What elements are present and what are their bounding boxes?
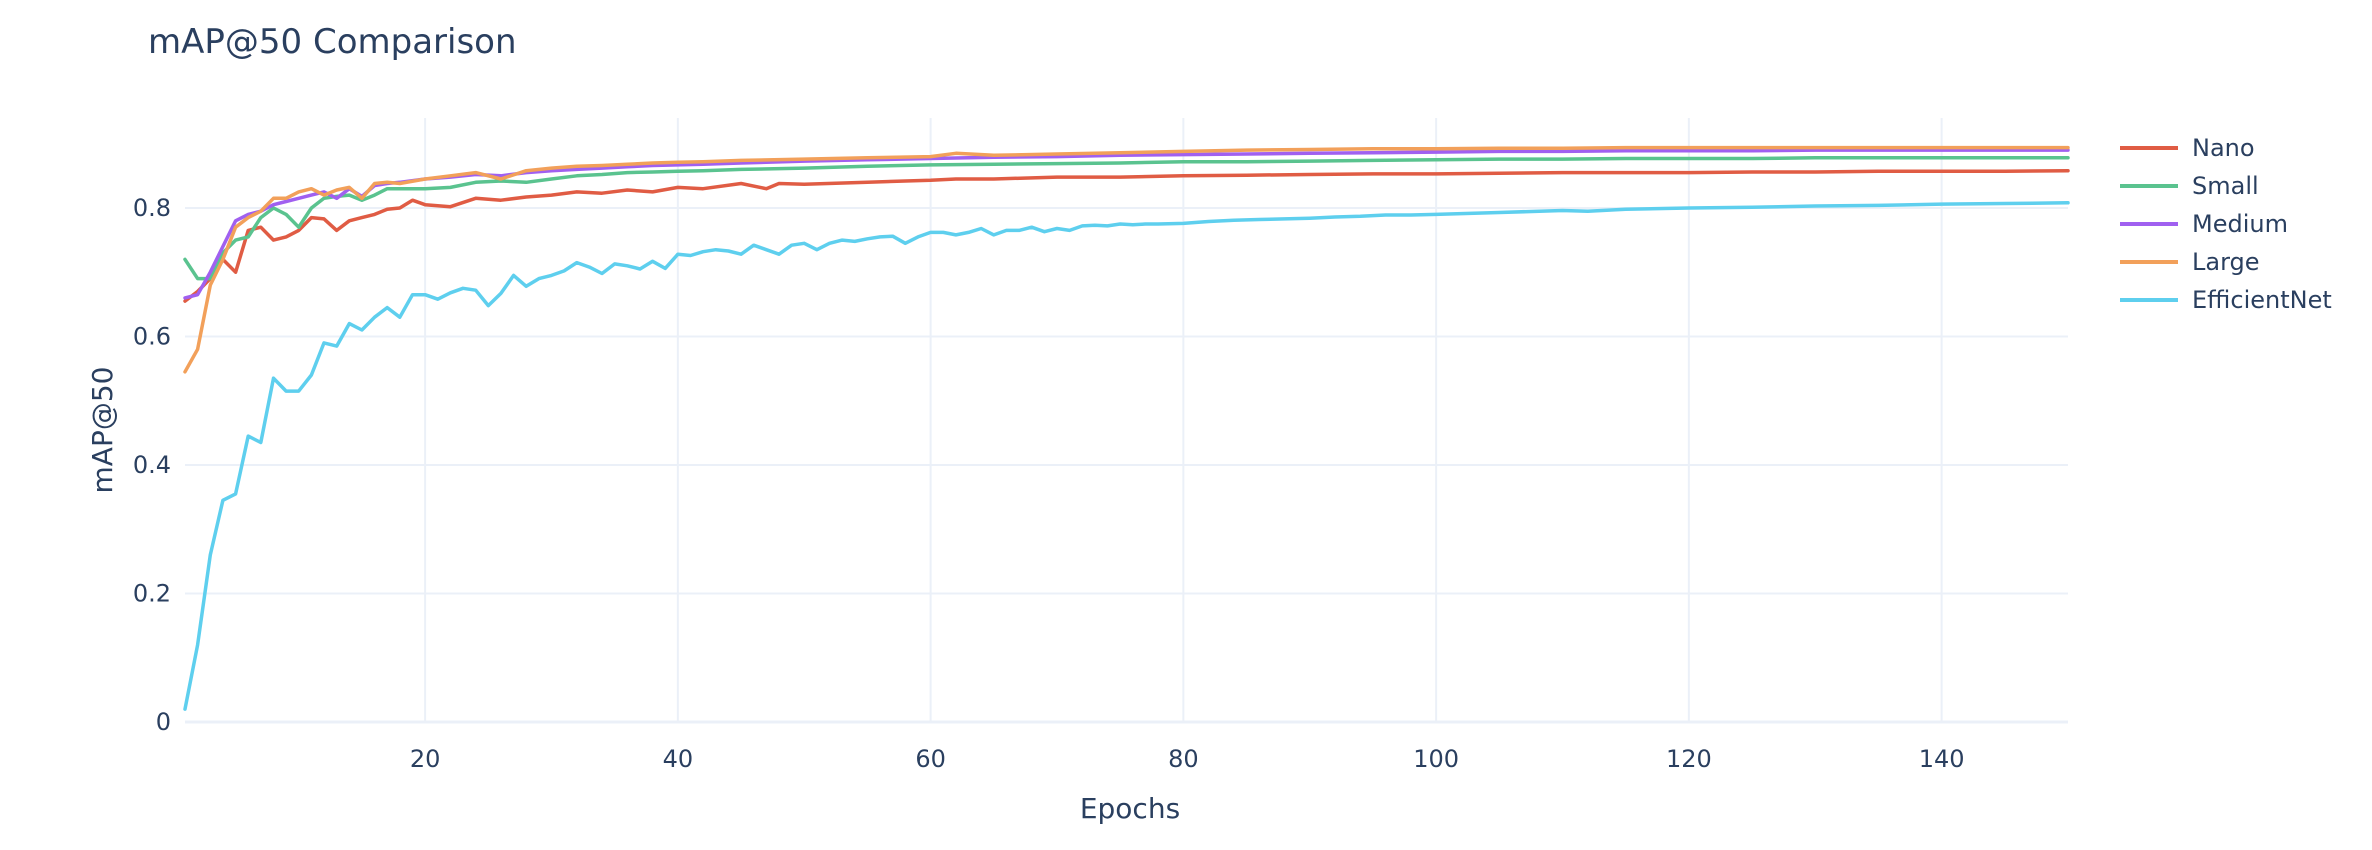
legend-label: EfficientNet [2192, 286, 2332, 314]
legend[interactable]: Nano Small Medium Large EfficientNet [2120, 134, 2332, 314]
series-line-nano [183, 168, 2070, 303]
legend-item-nano[interactable]: Nano [2120, 134, 2255, 162]
y-tick-label: 0.4 [133, 451, 171, 479]
series-line-efficientnet [183, 201, 2070, 711]
legend-item-medium[interactable]: Medium [2120, 210, 2288, 238]
series-line-medium [183, 148, 2070, 300]
y-tick-label: 0.6 [133, 322, 171, 350]
x-tick-label: 80 [1168, 745, 1199, 773]
x-tick-label: 100 [1413, 745, 1459, 773]
plot-area [183, 145, 2070, 711]
series-line-small [183, 156, 2070, 281]
series-line-large [183, 145, 2070, 374]
legend-label: Large [2192, 248, 2260, 276]
legend-label: Medium [2192, 210, 2288, 238]
chart-title: mAP@50 Comparison [148, 22, 517, 62]
y-tick-label: 0 [156, 708, 171, 736]
legend-item-small[interactable]: Small [2120, 172, 2259, 200]
x-tick-label: 120 [1666, 745, 1712, 773]
grid [185, 118, 2068, 724]
legend-label: Small [2192, 172, 2259, 200]
x-tick-label: 140 [1919, 745, 1965, 773]
y-axis-ticks: 0 0.2 0.4 0.6 0.8 [133, 194, 171, 736]
x-tick-label: 60 [915, 745, 946, 773]
legend-item-large[interactable]: Large [2120, 248, 2260, 276]
legend-item-efficientnet[interactable]: EfficientNet [2120, 286, 2332, 314]
y-tick-label: 0.2 [133, 579, 171, 607]
x-tick-label: 20 [410, 745, 441, 773]
y-axis-title: mAP@50 [86, 367, 119, 494]
y-tick-label: 0.8 [133, 194, 171, 222]
x-axis-title: Epochs [1080, 792, 1180, 825]
legend-label: Nano [2192, 134, 2255, 162]
x-axis-ticks: 20 40 60 80 100 120 140 [410, 745, 1965, 773]
x-tick-label: 40 [663, 745, 694, 773]
